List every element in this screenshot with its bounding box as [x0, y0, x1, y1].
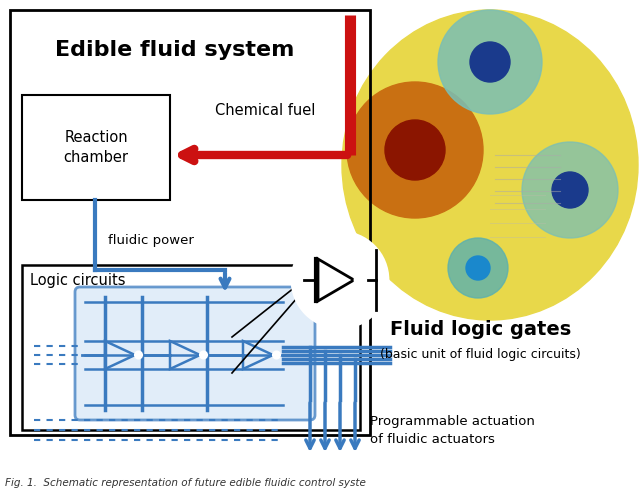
Text: (basic unit of fluid logic circuits): (basic unit of fluid logic circuits) — [380, 348, 580, 361]
FancyBboxPatch shape — [75, 287, 315, 420]
Circle shape — [385, 120, 445, 180]
Bar — [10, 10, 370, 435]
Bar — [22, 265, 360, 430]
Bar — [22, 95, 170, 200]
Text: Fluid logic gates: Fluid logic gates — [390, 320, 572, 339]
Circle shape — [466, 256, 490, 280]
Text: Programmable actuation
of fluidic actuators: Programmable actuation of fluidic actuat… — [370, 415, 535, 446]
Circle shape — [200, 351, 207, 359]
Text: Edible fluid system: Edible fluid system — [55, 40, 294, 60]
Circle shape — [135, 351, 142, 359]
Circle shape — [273, 351, 280, 359]
Circle shape — [292, 232, 388, 328]
Circle shape — [347, 82, 483, 218]
Circle shape — [552, 172, 588, 208]
Circle shape — [355, 274, 367, 286]
Text: fluidic power: fluidic power — [108, 234, 194, 246]
Text: Chemical fuel: Chemical fuel — [215, 102, 316, 118]
Circle shape — [448, 238, 508, 298]
Text: Fig. 1.  Schematic representation of future edible fluidic control syste: Fig. 1. Schematic representation of futu… — [5, 478, 366, 488]
Text: Reaction
chamber: Reaction chamber — [63, 130, 129, 165]
Circle shape — [522, 142, 618, 238]
Ellipse shape — [342, 10, 638, 320]
Circle shape — [470, 42, 510, 82]
Circle shape — [438, 10, 542, 114]
Text: Logic circuits: Logic circuits — [30, 273, 125, 288]
